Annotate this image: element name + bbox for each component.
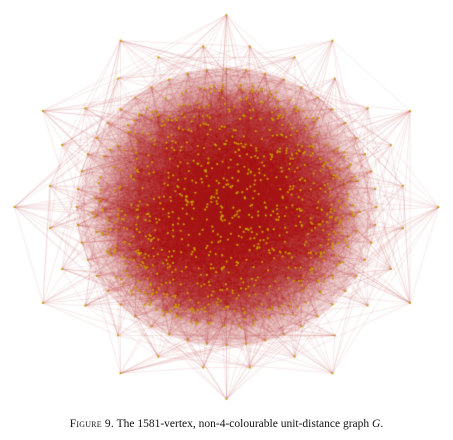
caption-end: . [380,418,384,430]
figure-caption: Figure 9. The 1581-vertex, non-4-coloura… [0,418,453,430]
figure-label: Figure 9. [69,418,114,430]
caption-graph-symbol: G [372,418,381,430]
caption-text: The 1581-vertex, non-4-colourable unit-d… [113,418,373,430]
unit-distance-graph-drawing [4,6,449,404]
